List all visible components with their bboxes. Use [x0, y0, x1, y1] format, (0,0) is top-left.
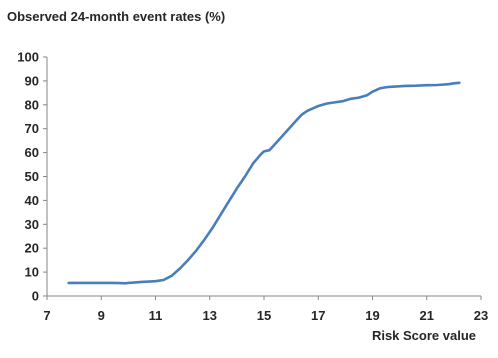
x-tick-label: 23: [474, 308, 488, 323]
y-tick-label: 20: [25, 241, 39, 256]
y-tick-label: 70: [25, 121, 39, 136]
y-tick-label: 10: [25, 265, 39, 280]
x-tick-label: 9: [98, 308, 105, 323]
y-tick-label: 40: [25, 193, 39, 208]
y-tick-label: 30: [25, 217, 39, 232]
x-axis-label: Risk Score value: [371, 328, 476, 343]
y-tick-label: 90: [25, 73, 39, 88]
y-tick-label: 60: [25, 145, 39, 160]
x-tick-label: 15: [257, 308, 271, 323]
chart-title: Observed 24-month event rates (%): [7, 9, 226, 24]
y-tick-label: 100: [17, 50, 39, 65]
y-tick-label: 80: [25, 97, 39, 112]
x-tick-label: 21: [420, 308, 434, 323]
x-tick-label: 11: [149, 308, 163, 323]
x-tick-label: 19: [365, 308, 379, 323]
series-line: [67, 81, 461, 285]
x-tick-label: 17: [311, 308, 325, 323]
y-tick-label: 0: [32, 289, 39, 304]
x-tick-label: 13: [203, 308, 217, 323]
y-tick-label: 50: [25, 169, 39, 184]
x-tick-label: 7: [43, 308, 50, 323]
